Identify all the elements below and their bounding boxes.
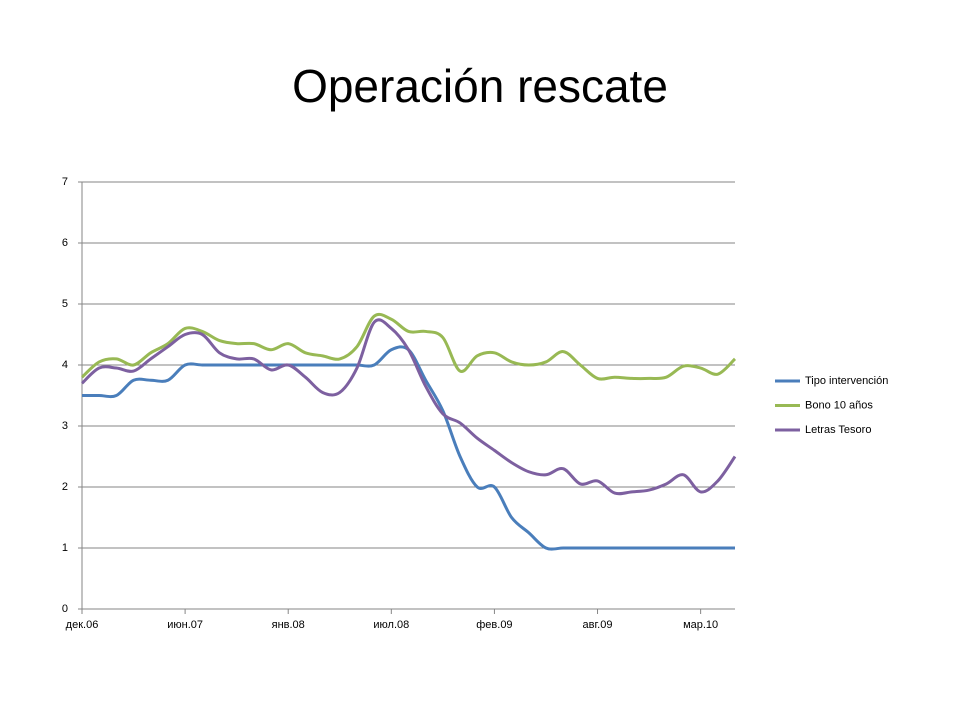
x-tick-label: июл.08 bbox=[373, 619, 409, 631]
y-tick-label: 3 bbox=[62, 420, 68, 432]
y-tick-label: 4 bbox=[62, 359, 68, 371]
x-tick-label: июн.07 bbox=[167, 619, 203, 631]
y-tick-label: 7 bbox=[62, 176, 68, 188]
y-tick-label: 1 bbox=[62, 542, 68, 554]
series-line bbox=[80, 318, 737, 496]
chart-title: Operación rescate bbox=[292, 60, 668, 112]
x-tick-label: мар.10 bbox=[683, 619, 718, 631]
y-tick-label: 5 bbox=[62, 298, 68, 310]
x-tick-label: фев.09 bbox=[476, 619, 512, 631]
series-line bbox=[80, 312, 737, 381]
y-tick-label: 2 bbox=[62, 481, 68, 493]
y-tick-label: 0 bbox=[62, 603, 68, 615]
x-tick-label: авг.09 bbox=[583, 619, 613, 631]
y-tick-label: 6 bbox=[62, 237, 68, 249]
x-tick-label: дек.06 bbox=[66, 619, 99, 631]
legend-label: Bono 10 años bbox=[805, 399, 873, 411]
legend-label: Letras Tesoro bbox=[805, 424, 871, 436]
legend-label: Tipo intervención bbox=[805, 375, 888, 387]
x-tick-label: янв.08 bbox=[272, 619, 305, 631]
